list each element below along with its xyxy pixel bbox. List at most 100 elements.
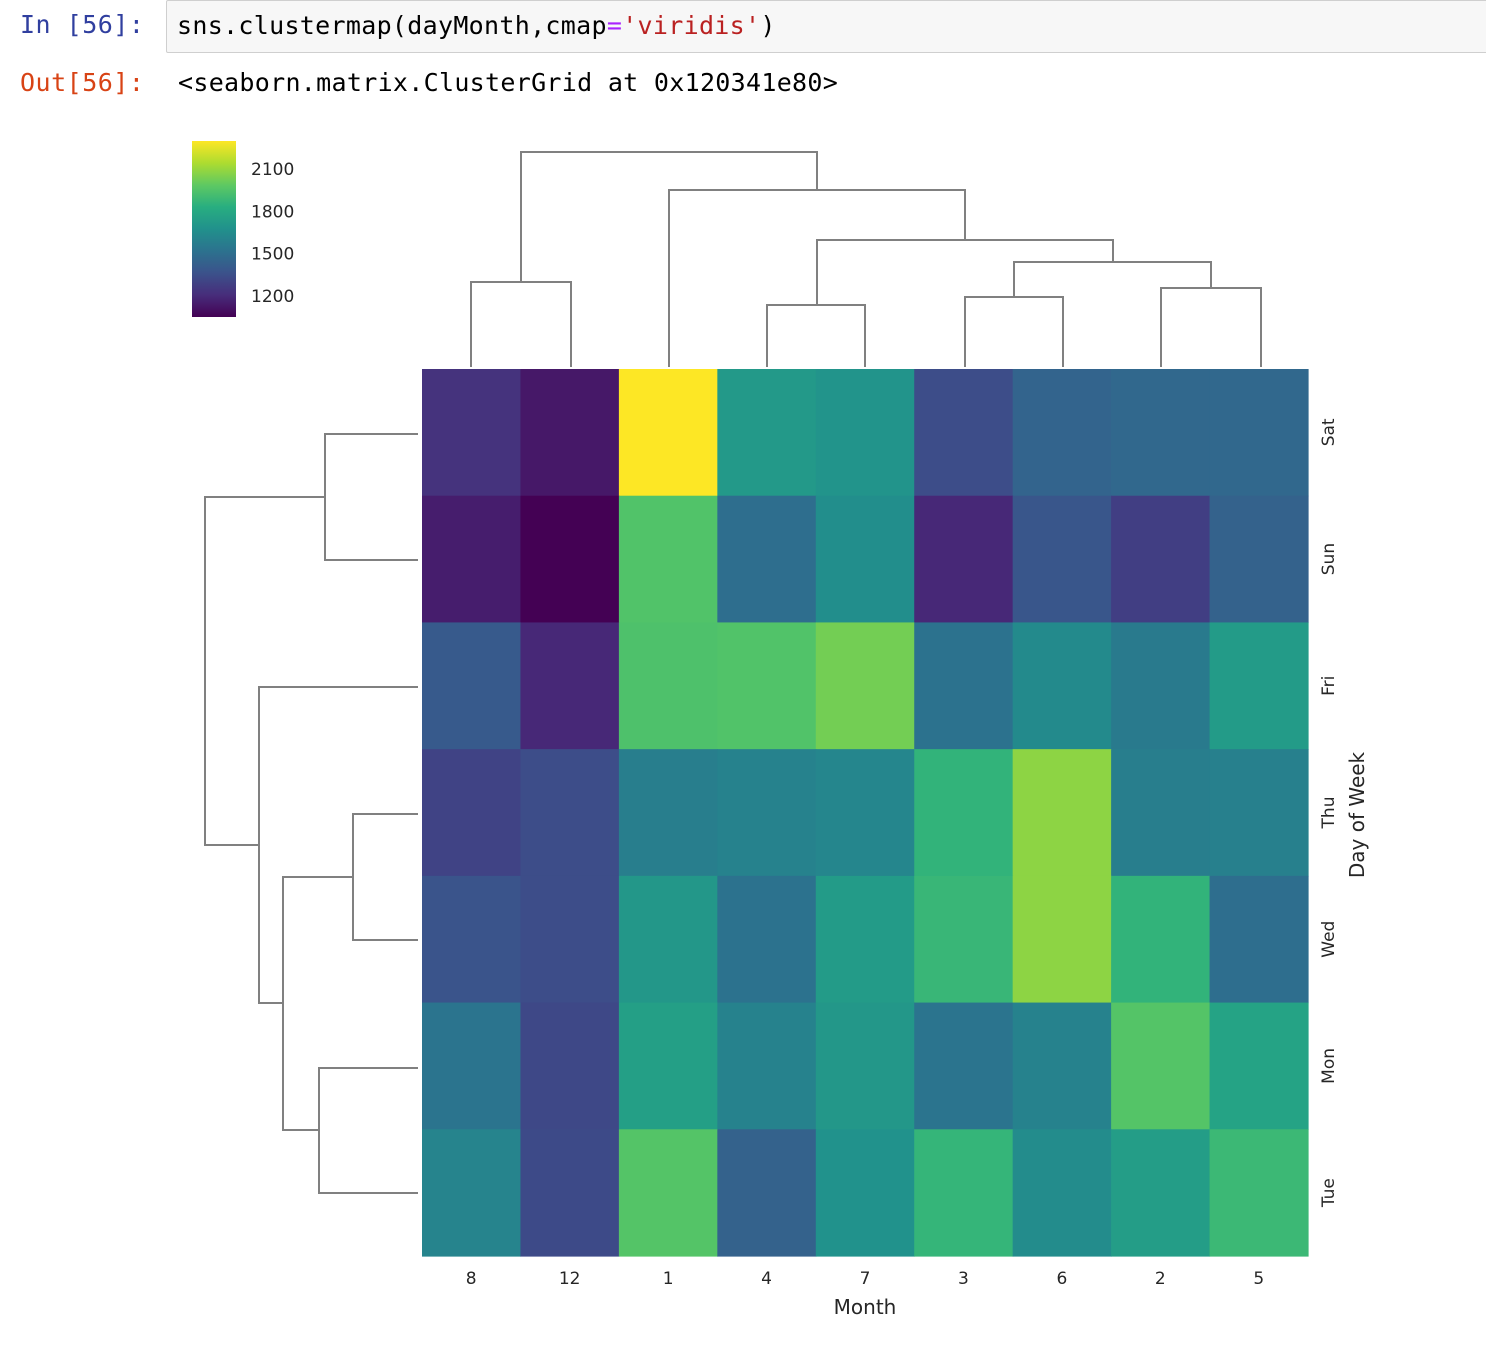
heatmap-cell-tue-8: [422, 1129, 522, 1257]
heatmap-cell-sun-6: [1012, 495, 1112, 624]
x-tick-label: 5: [1253, 1269, 1264, 1289]
heatmap-cell-sun-1: [618, 495, 718, 624]
col-dendro-link: [470, 281, 572, 367]
heatmap-cell-fri-7: [815, 622, 915, 750]
heatmap-cell-sun-8: [422, 495, 522, 624]
heatmap-cell-mon-5: [1209, 1002, 1309, 1130]
heatmap-cell-wed-3: [914, 875, 1014, 1004]
code-line: sns.clustermap(dayMonth,cmap='viridis'): [177, 11, 776, 40]
heatmap-cell-mon-2: [1111, 1002, 1211, 1130]
row-dendro-link: [324, 433, 418, 561]
heatmap-cell-sat-12: [520, 369, 620, 497]
heatmap-cell-sun-7: [815, 495, 915, 624]
heatmap-cell-wed-4: [717, 875, 817, 1004]
heatmap-cell-wed-1: [618, 875, 718, 1004]
heatmap-cell-thu-7: [815, 749, 915, 877]
heatmap-cell-mon-4: [717, 1002, 817, 1130]
colorbar-tick-label: 1200: [251, 287, 294, 307]
heatmap-cell-tue-2: [1111, 1129, 1211, 1257]
colorbar-tick-label: 1500: [251, 245, 294, 265]
y-tick-label: Sat: [1319, 418, 1339, 446]
heatmap-cell-thu-3: [914, 749, 1014, 877]
input-prompt: In [56]:: [20, 10, 145, 39]
heatmap-cell-wed-2: [1111, 875, 1211, 1004]
heatmap-cell-tue-3: [914, 1129, 1014, 1257]
heatmap-cell-mon-12: [520, 1002, 620, 1130]
heatmap-cell-tue-1: [618, 1129, 718, 1257]
code-operator: =: [606, 11, 623, 40]
heatmap-cell-sat-3: [914, 369, 1014, 497]
heatmap-cell-fri-4: [717, 622, 817, 750]
y-tick-label: Sun: [1319, 543, 1339, 575]
heatmap-cell-thu-4: [717, 749, 817, 877]
y-tick-labels: Sat Sun Fri Thu Wed Mon Tue: [1319, 418, 1339, 1208]
heatmap-cell-tue-6: [1012, 1129, 1112, 1257]
heatmap-cell-sat-6: [1012, 369, 1112, 497]
heatmap-cell-thu-8: [422, 749, 522, 877]
x-tick-labels: 8 12 1 4 7 3 6 2 5: [466, 1269, 1264, 1289]
heatmap-cell-wed-8: [422, 875, 522, 1004]
col-dendro-link: [964, 296, 1064, 367]
colorbar: 2100 1800 1500 1200: [192, 141, 294, 317]
heatmap-cell-fri-8: [422, 622, 522, 750]
colorbar-tick-label: 1800: [251, 202, 294, 222]
heatmap-cell-wed-7: [815, 875, 915, 1004]
heatmap-cell-thu-2: [1111, 749, 1211, 877]
colorbar-tick-label: 2100: [251, 160, 294, 180]
heatmap-cell-sun-2: [1111, 495, 1211, 624]
y-tick-label: Wed: [1319, 921, 1339, 958]
heatmap-cell-mon-8: [422, 1002, 522, 1130]
x-axis-label: Month: [834, 1295, 897, 1319]
heatmap-cell-sun-3: [914, 495, 1014, 624]
heatmap-cell-mon-3: [914, 1002, 1014, 1130]
code-close-paren: ): [760, 11, 776, 40]
x-tick-label: 1: [663, 1269, 674, 1289]
heatmap-cell-fri-6: [1012, 622, 1112, 750]
heatmap: [422, 369, 1309, 1257]
row-dendro-link: [204, 496, 325, 846]
code-func: sns.clustermap(dayMonth,cmap: [177, 11, 607, 40]
output-repr-text: <seaborn.matrix.ClusterGrid at 0x120341e…: [178, 68, 839, 97]
heatmap-cell-sat-7: [815, 369, 915, 497]
heatmap-cell-tue-12: [520, 1129, 620, 1257]
colorbar-gradient: [192, 141, 236, 317]
y-tick-label: Thu: [1319, 797, 1339, 830]
heatmap-cell-sat-1: [618, 369, 718, 497]
heatmap-cell-wed-6: [1012, 875, 1112, 1004]
x-tick-label: 7: [860, 1269, 871, 1289]
heatmap-cell-thu-5: [1209, 749, 1309, 877]
heatmap-cell-tue-5: [1209, 1129, 1309, 1257]
heatmap-cell-thu-12: [520, 749, 620, 877]
heatmap-cell-mon-7: [815, 1002, 915, 1130]
heatmap-cell-sat-4: [717, 369, 817, 497]
column-dendrogram: [470, 151, 1262, 367]
heatmap-cell-tue-4: [717, 1129, 817, 1257]
y-tick-label: Fri: [1319, 676, 1339, 696]
heatmap-cell-wed-12: [520, 875, 620, 1004]
heatmap-cell-sat-2: [1111, 369, 1211, 497]
heatmap-cell-fri-3: [914, 622, 1014, 750]
heatmap-cell-fri-12: [520, 622, 620, 750]
code-string: 'viridis': [622, 11, 761, 40]
col-dendro-link: [1160, 287, 1262, 367]
heatmap-cell-thu-6: [1012, 749, 1112, 877]
x-tick-label: 4: [761, 1269, 772, 1289]
heatmap-cell-sun-12: [520, 495, 620, 624]
x-tick-label: 3: [958, 1269, 969, 1289]
heatmap-cell-fri-5: [1209, 622, 1309, 750]
heatmap-cell-tue-7: [815, 1129, 915, 1257]
heatmap-cell-sat-5: [1209, 369, 1309, 497]
x-tick-label: 2: [1155, 1269, 1166, 1289]
heatmap-cell-fri-2: [1111, 622, 1211, 750]
x-tick-label: 12: [559, 1269, 581, 1289]
row-dendro-link: [352, 813, 418, 941]
heatmap-cell-mon-6: [1012, 1002, 1112, 1130]
row-dendrogram: [204, 433, 418, 1194]
heatmap-cell-fri-1: [618, 622, 718, 750]
col-dendro-link: [816, 239, 1114, 305]
col-dendro-link: [1013, 261, 1212, 297]
code-cell-input[interactable]: sns.clustermap(dayMonth,cmap='viridis'): [166, 0, 1486, 53]
y-axis-label: Day of Week: [1345, 751, 1369, 878]
output-prompt: Out[56]:: [20, 68, 145, 97]
